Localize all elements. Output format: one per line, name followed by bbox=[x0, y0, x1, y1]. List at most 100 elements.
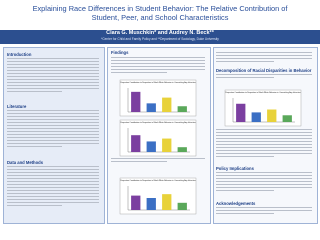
text-line bbox=[216, 175, 312, 176]
text-line bbox=[7, 202, 99, 203]
text-line bbox=[7, 119, 99, 120]
institution: Duke University bbox=[196, 37, 219, 41]
text-line bbox=[216, 135, 312, 136]
text-line bbox=[7, 122, 99, 123]
bar bbox=[177, 202, 187, 210]
author-band bbox=[0, 30, 320, 44]
text-line bbox=[216, 156, 274, 157]
text-line bbox=[216, 138, 312, 139]
text-line bbox=[7, 70, 99, 71]
section-heading: Introduction bbox=[7, 52, 32, 57]
section-heading: Acknowledgements bbox=[216, 201, 256, 206]
text-line bbox=[7, 82, 99, 83]
text-block bbox=[216, 207, 312, 216]
text-line bbox=[216, 52, 312, 53]
text-line bbox=[216, 184, 312, 185]
text-line bbox=[216, 172, 312, 173]
text-line bbox=[7, 193, 99, 194]
text-line bbox=[216, 132, 312, 133]
text-line bbox=[111, 158, 205, 159]
bar bbox=[177, 106, 187, 112]
text-line bbox=[111, 60, 205, 61]
text-line bbox=[111, 69, 205, 70]
text-block bbox=[216, 172, 312, 193]
section-heading: Policy Implications bbox=[216, 166, 254, 171]
text-line bbox=[7, 61, 99, 62]
text-line bbox=[7, 199, 99, 200]
bar bbox=[251, 112, 261, 122]
text-block bbox=[7, 110, 99, 149]
text-line bbox=[111, 66, 205, 67]
section-heading: Literature bbox=[7, 104, 27, 109]
text-line bbox=[7, 128, 99, 129]
text-line bbox=[7, 140, 99, 141]
text-block bbox=[216, 74, 312, 80]
text-block bbox=[216, 52, 312, 64]
bar bbox=[131, 91, 141, 112]
text-line bbox=[7, 181, 99, 182]
text-line bbox=[7, 196, 99, 197]
text-line bbox=[216, 129, 312, 130]
bar bbox=[162, 138, 172, 152]
text-line bbox=[7, 166, 99, 167]
text-block bbox=[7, 166, 99, 208]
poster: Explaining Race Differences in Student B… bbox=[0, 4, 320, 224]
text-block bbox=[111, 57, 205, 75]
figures: Proportion Contribution to Disparities i… bbox=[119, 79, 302, 215]
bar bbox=[131, 195, 141, 210]
text-line bbox=[7, 58, 99, 59]
text-line bbox=[216, 181, 312, 182]
section-heading: Findings bbox=[111, 50, 129, 55]
text-line bbox=[7, 73, 99, 74]
text-line bbox=[216, 213, 274, 214]
text-line bbox=[216, 74, 312, 75]
text-line bbox=[216, 141, 312, 142]
text-line bbox=[7, 76, 99, 77]
affiliation: *Center for Child and Family Policy and … bbox=[101, 37, 219, 41]
text-line bbox=[7, 190, 99, 191]
text-line bbox=[7, 110, 99, 111]
figure-title: Proportion Contribution to Disparities i… bbox=[225, 91, 301, 94]
text-line bbox=[216, 153, 312, 154]
text-line bbox=[7, 178, 99, 179]
text-line bbox=[7, 116, 99, 117]
text-line bbox=[7, 131, 99, 132]
authors: Clara G. Muschkin* and Audrey N. Beck** bbox=[106, 30, 214, 36]
text-line bbox=[216, 178, 312, 179]
text-line bbox=[216, 150, 312, 151]
text-line bbox=[7, 205, 63, 206]
text-line bbox=[7, 79, 99, 80]
text-line bbox=[7, 67, 99, 68]
text-line bbox=[216, 77, 274, 78]
text-block bbox=[7, 58, 99, 94]
text-line bbox=[216, 187, 312, 188]
text-line bbox=[7, 85, 99, 86]
text-line bbox=[216, 207, 312, 208]
text-line bbox=[216, 190, 274, 191]
text-line bbox=[111, 72, 168, 73]
text-line bbox=[216, 58, 312, 59]
section-heading: Decomposition of Racial Disparities in B… bbox=[216, 68, 312, 73]
text-line bbox=[7, 88, 99, 89]
text-block bbox=[111, 158, 205, 164]
bar bbox=[162, 97, 172, 112]
figure-title: Proportion Contribution to Disparities i… bbox=[120, 179, 196, 182]
text-block bbox=[216, 129, 312, 159]
text-line bbox=[111, 57, 205, 58]
text-line bbox=[111, 63, 205, 64]
figure-title: Proportion Contribution to Disparities i… bbox=[120, 81, 196, 84]
text-line bbox=[7, 146, 63, 147]
text-line bbox=[7, 125, 99, 126]
text-line bbox=[7, 64, 99, 65]
text-line bbox=[7, 187, 99, 188]
text-line bbox=[7, 137, 99, 138]
text-line bbox=[216, 210, 312, 211]
affiliation-text: *Center for Child and Family Policy and … bbox=[101, 37, 195, 41]
bar bbox=[267, 109, 277, 122]
text-line bbox=[7, 113, 99, 114]
bar bbox=[146, 198, 156, 210]
bar bbox=[131, 135, 141, 152]
figure-title: Proportion Contribution to Disparities i… bbox=[120, 121, 196, 124]
text-line bbox=[216, 144, 312, 145]
bar bbox=[236, 103, 246, 122]
